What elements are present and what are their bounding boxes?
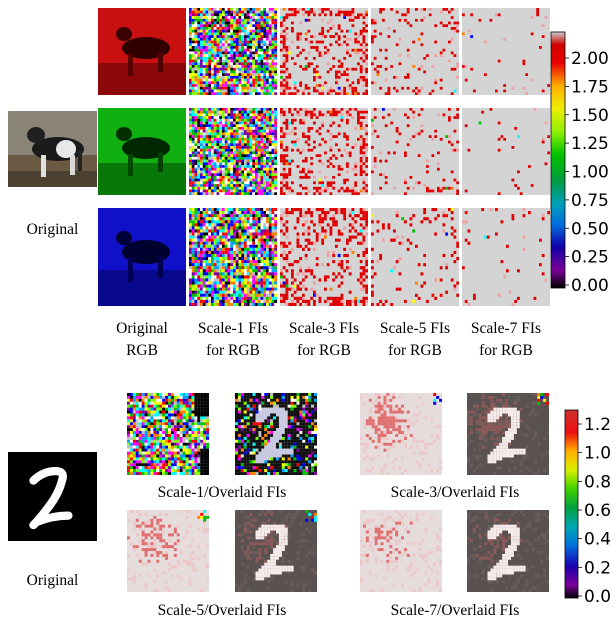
caption-line: Scale-5 FIs (379, 320, 451, 337)
colorbar-tick-label: 1.50 (571, 106, 609, 126)
caption-line: for RGB (388, 342, 442, 359)
scale7-fi-green (462, 108, 550, 195)
caption-scale5-overlaid: Scale-5/Overlaid FIs (157, 602, 287, 619)
scale5-fi-digit (127, 510, 209, 592)
bottom-colorbar-fill (564, 409, 579, 599)
caption-line: Scale-3 FIs (288, 320, 360, 337)
scale1-fi-red (189, 8, 277, 95)
colorbar-tick-label: 2.00 (571, 49, 609, 69)
caption-scale3: Scale-3 FIs for RGB (277, 318, 371, 362)
colorbar-tick-label: 0.8 (584, 472, 611, 492)
colorbar-tick-label: 1.25 (571, 134, 609, 154)
scale3-fi-blue (280, 208, 368, 306)
original-digit-image (8, 452, 97, 541)
green-channel-image (98, 108, 186, 195)
scale1-fi-digit (127, 393, 209, 475)
colorbar-tick-label: 1.2 (584, 415, 611, 435)
caption-line: RGB (126, 342, 158, 359)
original-label: Original (26, 221, 79, 238)
scale5-fi-blue (371, 208, 459, 306)
digit-original-label: Original (26, 572, 79, 589)
scale3-overlay-digit (467, 393, 549, 475)
scale1-overlay-digit (235, 393, 317, 475)
scale7-fi-red (462, 8, 550, 95)
caption-line: for RGB (479, 342, 533, 359)
colorbar-tick-label: 0.6 (584, 501, 611, 521)
original-dog-image (8, 111, 97, 187)
scale1-fi-blue (189, 208, 277, 306)
caption-scale3-overlaid: Scale-3/Overlaid FIs (390, 484, 520, 501)
caption-scale7: Scale-7 FIs for RGB (459, 318, 553, 362)
caption-line: Scale-1 FIs (197, 320, 269, 337)
top-colorbar: 2.00 1.75 1.50 1.25 1.00 0.75 0.50 0.25 0.00 (548, 30, 614, 298)
caption-scale7-overlaid: Scale-7/Overlaid FIs (390, 602, 520, 619)
caption-original-rgb: Original RGB (98, 318, 186, 362)
caption-scale1-overlaid: Scale-1/Overlaid FIs (157, 484, 287, 501)
scale3-fi-digit (360, 393, 442, 475)
colorbar-tick-label: 0.0 (584, 587, 611, 607)
scale1-fi-green (189, 108, 277, 195)
scale3-fi-red (280, 8, 368, 95)
caption-line: for RGB (297, 342, 351, 359)
colorbar-tick-label: 0.2 (584, 558, 611, 578)
caption-line: Scale-7 FIs (470, 320, 542, 337)
bottom-colorbar: 1.2 1.0 0.8 0.6 0.4 0.2 0.0 (562, 408, 616, 608)
colorbar-tick-label: 1.75 (571, 77, 609, 97)
caption-scale1: Scale-1 FIs for RGB (186, 318, 280, 362)
colorbar-tick-label: 0.50 (571, 219, 609, 239)
blue-channel-image (98, 208, 186, 306)
scale3-fi-green (280, 108, 368, 195)
caption-line: for RGB (206, 342, 260, 359)
scale5-fi-green (371, 108, 459, 195)
colorbar-tick-label: 0.00 (571, 276, 609, 296)
colorbar-tick-label: 0.75 (571, 191, 609, 211)
scale7-fi-blue (462, 208, 550, 306)
colorbar-tick-label: 1.0 (584, 444, 611, 464)
top-colorbar-fill (550, 31, 566, 289)
colorbar-tick-label: 0.4 (584, 530, 611, 550)
scale5-overlay-digit (235, 510, 317, 592)
caption-scale5: Scale-5 FIs for RGB (368, 318, 462, 362)
colorbar-tick-label: 1.00 (571, 163, 609, 183)
red-channel-image (98, 8, 186, 95)
scale7-overlay-digit (467, 510, 549, 592)
scale5-fi-red (371, 8, 459, 95)
caption-line: Original (116, 320, 168, 337)
colorbar-tick-label: 0.25 (571, 248, 609, 268)
scale7-fi-digit (360, 510, 442, 592)
